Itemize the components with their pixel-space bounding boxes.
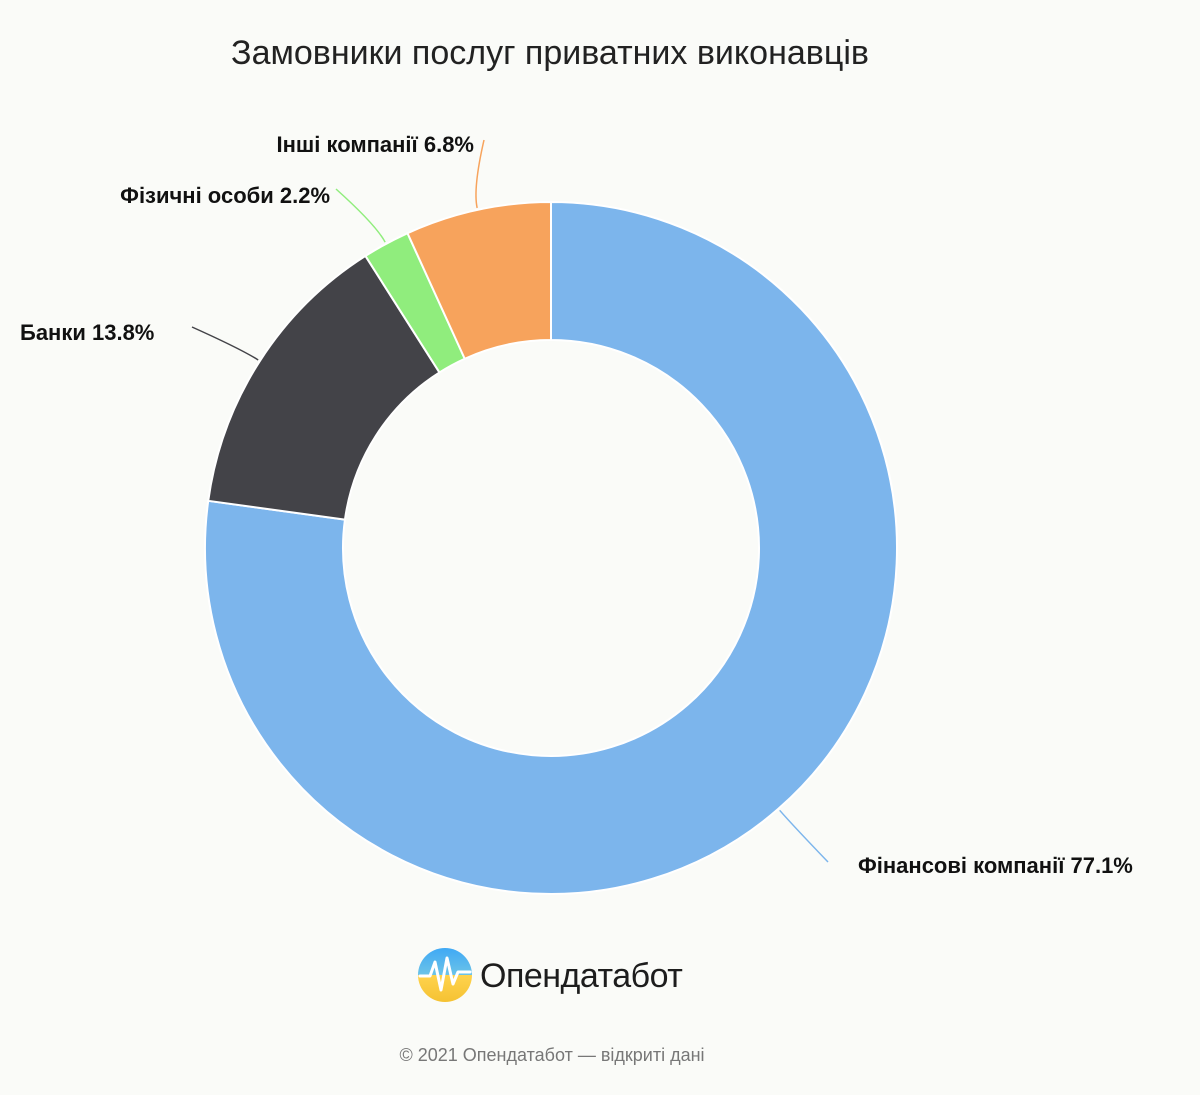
brand-name: Опендатабот — [480, 957, 682, 995]
slice-finance-companies[interactable] — [204, 200, 898, 895]
connector-banks — [191, 326, 259, 361]
connector-other-companies — [475, 139, 485, 209]
slice-label-other-companies: Інші компанії 6.8% — [277, 132, 474, 157]
label-connectors — [191, 139, 829, 863]
slice-label-finance-companies: Фінансові компанії 77.1% — [858, 853, 1133, 878]
opendatabot-logo: Опендатабот — [418, 948, 683, 1002]
slice-label-banks: Банки 13.8% — [20, 320, 154, 345]
connector-finance-companies — [779, 809, 829, 863]
connector-individuals — [335, 188, 386, 243]
chart-title: Замовники послуг приватних виконавців — [231, 34, 869, 72]
opendatabot-logo-icon — [418, 948, 472, 1002]
slice-other-companies[interactable] — [406, 200, 552, 361]
donut-slices — [204, 200, 898, 895]
slice-label-individuals: Фізичні особи 2.2% — [120, 183, 330, 208]
copyright-text: © 2021 Опендатабот — відкриті дані — [399, 1045, 704, 1065]
